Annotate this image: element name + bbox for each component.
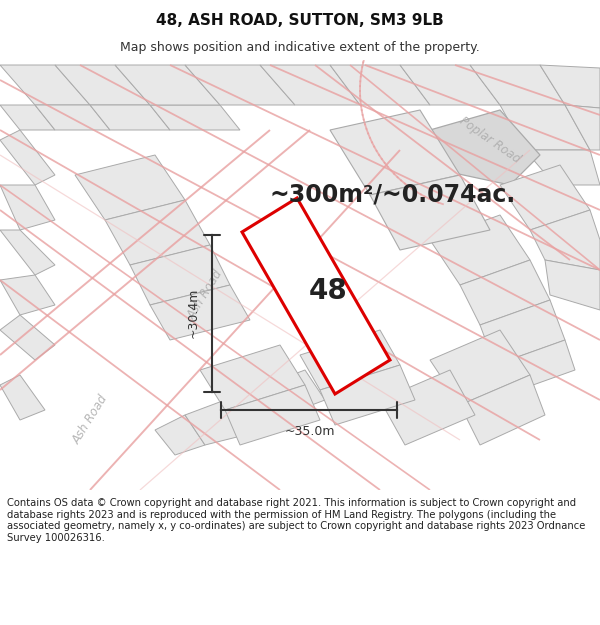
- Polygon shape: [460, 260, 550, 325]
- Polygon shape: [0, 375, 45, 420]
- Polygon shape: [260, 65, 360, 105]
- Polygon shape: [430, 110, 540, 185]
- Polygon shape: [130, 245, 230, 305]
- Text: 48: 48: [308, 277, 347, 305]
- Polygon shape: [200, 345, 305, 410]
- Polygon shape: [330, 65, 430, 105]
- Polygon shape: [225, 385, 320, 445]
- Polygon shape: [500, 165, 590, 230]
- Polygon shape: [460, 375, 545, 445]
- Polygon shape: [185, 65, 295, 105]
- Polygon shape: [0, 275, 55, 315]
- Text: Poplar Road: Poplar Road: [457, 114, 523, 166]
- Polygon shape: [35, 105, 110, 130]
- Polygon shape: [150, 285, 250, 340]
- Polygon shape: [155, 415, 205, 455]
- Polygon shape: [540, 65, 600, 108]
- Polygon shape: [0, 105, 55, 130]
- Polygon shape: [0, 230, 55, 275]
- Polygon shape: [525, 150, 600, 185]
- Text: Map shows position and indicative extent of the property.: Map shows position and indicative extent…: [120, 41, 480, 54]
- Text: Ash Road: Ash Road: [185, 268, 225, 322]
- Polygon shape: [225, 385, 285, 435]
- Polygon shape: [495, 340, 575, 395]
- Polygon shape: [470, 65, 565, 105]
- Text: Contains OS data © Crown copyright and database right 2021. This information is : Contains OS data © Crown copyright and d…: [7, 498, 586, 543]
- Text: ~30.4m: ~30.4m: [187, 288, 200, 338]
- Polygon shape: [400, 65, 500, 105]
- Polygon shape: [0, 315, 55, 360]
- Polygon shape: [0, 130, 55, 185]
- Polygon shape: [105, 200, 210, 265]
- Polygon shape: [565, 105, 600, 150]
- Polygon shape: [545, 260, 600, 310]
- Text: ~300m²/~0.074ac.: ~300m²/~0.074ac.: [270, 183, 516, 207]
- Polygon shape: [185, 400, 245, 445]
- Polygon shape: [430, 330, 530, 405]
- Polygon shape: [0, 65, 90, 105]
- Polygon shape: [430, 215, 530, 285]
- Polygon shape: [380, 370, 475, 445]
- Text: 48, ASH ROAD, SUTTON, SM3 9LB: 48, ASH ROAD, SUTTON, SM3 9LB: [156, 13, 444, 28]
- Text: ~35.0m: ~35.0m: [285, 425, 335, 438]
- Polygon shape: [480, 300, 565, 365]
- Polygon shape: [530, 210, 600, 270]
- Polygon shape: [0, 185, 55, 230]
- Polygon shape: [265, 370, 325, 415]
- Polygon shape: [75, 155, 185, 220]
- Polygon shape: [330, 110, 460, 195]
- Polygon shape: [150, 105, 240, 130]
- Polygon shape: [370, 175, 490, 250]
- Polygon shape: [115, 65, 220, 105]
- Polygon shape: [90, 105, 170, 130]
- Polygon shape: [320, 365, 415, 425]
- Polygon shape: [55, 65, 150, 105]
- Polygon shape: [300, 330, 400, 390]
- Polygon shape: [500, 105, 590, 150]
- Text: Ash Road: Ash Road: [70, 393, 110, 447]
- Polygon shape: [242, 198, 390, 394]
